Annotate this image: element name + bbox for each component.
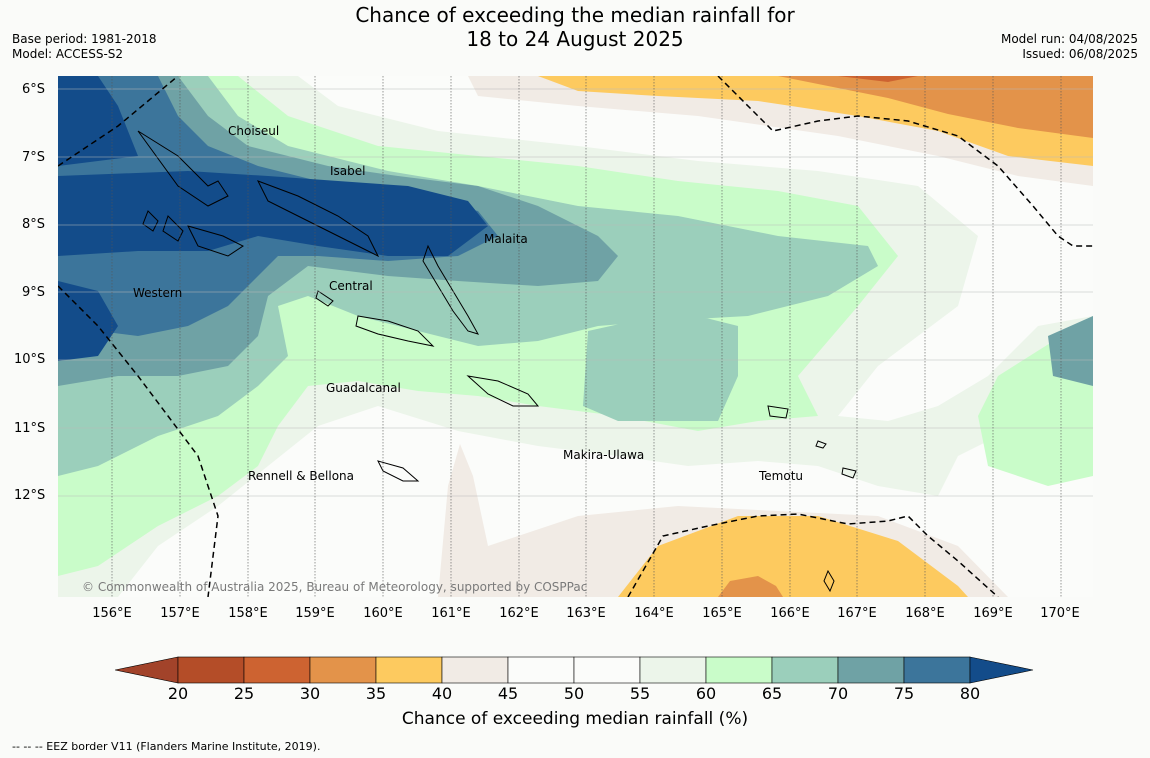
map-canvas — [58, 76, 1093, 597]
colorbar-tick-35: 35 — [365, 684, 387, 703]
colorbar-tick-20: 20 — [167, 684, 189, 703]
colorbar-tick-80: 80 — [959, 684, 981, 703]
model-info: Base period: 1981-2018 Model: ACCESS-S2 — [12, 32, 157, 62]
lat-label-12s: 12°S — [14, 488, 46, 503]
colorbar-swatch — [903, 656, 971, 684]
region-label-makira-ulawa: Makira-Ulawa — [563, 448, 645, 462]
lon-label-164e: 164°E — [634, 606, 674, 621]
colorbar-swatch — [375, 656, 443, 684]
islands — [137, 130, 857, 593]
issued-date: Issued: 06/08/2025 — [1022, 47, 1138, 61]
colorbar-tick-65: 65 — [761, 684, 783, 703]
lon-label-163e: 163°E — [566, 606, 606, 621]
run-info: Model run: 04/08/2025 Issued: 06/08/2025 — [1001, 32, 1138, 62]
colorbar-swatch — [705, 656, 773, 684]
lon-label-162e: 162°E — [499, 606, 539, 621]
map-title: Chance of exceeding the median rainfall … — [0, 3, 1150, 51]
lat-label-10s: 10°S — [14, 352, 46, 367]
lat-label-7s: 7°S — [22, 150, 46, 165]
region-label-isabel: Isabel — [330, 164, 366, 178]
title-line-1: Chance of exceeding the median rainfall … — [355, 3, 795, 27]
colorbar-tick-60: 60 — [695, 684, 717, 703]
colorbar-extension-high — [969, 656, 1034, 684]
lon-label-170e: 170°E — [1040, 606, 1080, 621]
base-period: Base period: 1981-2018 — [12, 32, 157, 46]
lon-label-165e: 165°E — [702, 606, 742, 621]
colorbar-title: Chance of exceeding median rainfall (%) — [401, 709, 749, 729]
yellow-zone-s — [618, 516, 968, 597]
colorbar-swatch — [243, 656, 311, 684]
colorbar-swatch — [177, 656, 245, 684]
lat-label-11s: 11°S — [14, 421, 46, 436]
lon-label-160e: 160°E — [363, 606, 403, 621]
colorbar-tick-25: 25 — [233, 684, 255, 703]
colorbar-swatch — [837, 656, 905, 684]
lon-label-158e: 158°E — [228, 606, 268, 621]
region-label-central: Central — [329, 279, 373, 293]
darkorange-zone-ne — [838, 76, 918, 82]
title-line-2: 18 to 24 August 2025 — [466, 27, 684, 51]
lon-label-156e: 156°E — [92, 606, 132, 621]
lon-label-159e: 159°E — [295, 606, 335, 621]
lon-label-169e: 169°E — [973, 606, 1013, 621]
colorbar-tick-50: 50 — [563, 684, 585, 703]
colorbar-swatch — [639, 656, 707, 684]
lat-label-6s: 6°S — [22, 82, 46, 97]
region-label-choiseul: Choiseul — [228, 124, 280, 138]
colorbar-tick-75: 75 — [893, 684, 915, 703]
rainfall-map — [58, 76, 1093, 597]
lon-label-161e: 161°E — [431, 606, 471, 621]
region-label-temotu: Temotu — [759, 469, 804, 483]
colorbar-swatch — [309, 656, 377, 684]
model-run-date: Model run: 04/08/2025 — [1000, 32, 1138, 46]
colorbar-tick-45: 45 — [497, 684, 519, 703]
copyright-notice: © Commonwealth of Australia 2025, Bureau… — [82, 580, 588, 594]
orange-zone-s — [718, 576, 783, 597]
region-label-western: Western — [133, 286, 183, 300]
darkblue-zone — [58, 76, 488, 361]
colorbar-swatch — [507, 656, 575, 684]
colorbar-tick-55: 55 — [629, 684, 651, 703]
colorbar-swatch — [771, 656, 839, 684]
region-label-rennell-bellona: Rennell & Bellona — [248, 469, 355, 483]
lat-label-9s: 9°S — [22, 285, 46, 300]
colorbar-extension-low — [115, 656, 179, 684]
eez-border — [58, 76, 1093, 597]
lon-label-157e: 157°E — [160, 606, 200, 621]
teal-zone — [58, 76, 1093, 386]
eez-footnote: -- -- -- EEZ border V11 (Flanders Marine… — [12, 740, 321, 753]
lon-label-168e: 168°E — [905, 606, 945, 621]
lon-label-167e: 167°E — [837, 606, 877, 621]
region-label-malaita: Malaita — [484, 232, 528, 246]
lat-label-8s: 8°S — [22, 217, 46, 232]
colorbar-swatch — [441, 656, 509, 684]
lat-grid — [58, 88, 1093, 497]
region-label-guadalcanal: Guadalcanal — [326, 381, 401, 395]
colorbar-tick-40: 40 — [431, 684, 453, 703]
lon-label-166e: 166°E — [770, 606, 810, 621]
model-name: Model: ACCESS-S2 — [12, 47, 124, 61]
colorbar — [115, 656, 1034, 684]
colorbar-swatch — [573, 656, 641, 684]
colorbar-tick-70: 70 — [827, 684, 849, 703]
colorbar-tick-30: 30 — [299, 684, 321, 703]
